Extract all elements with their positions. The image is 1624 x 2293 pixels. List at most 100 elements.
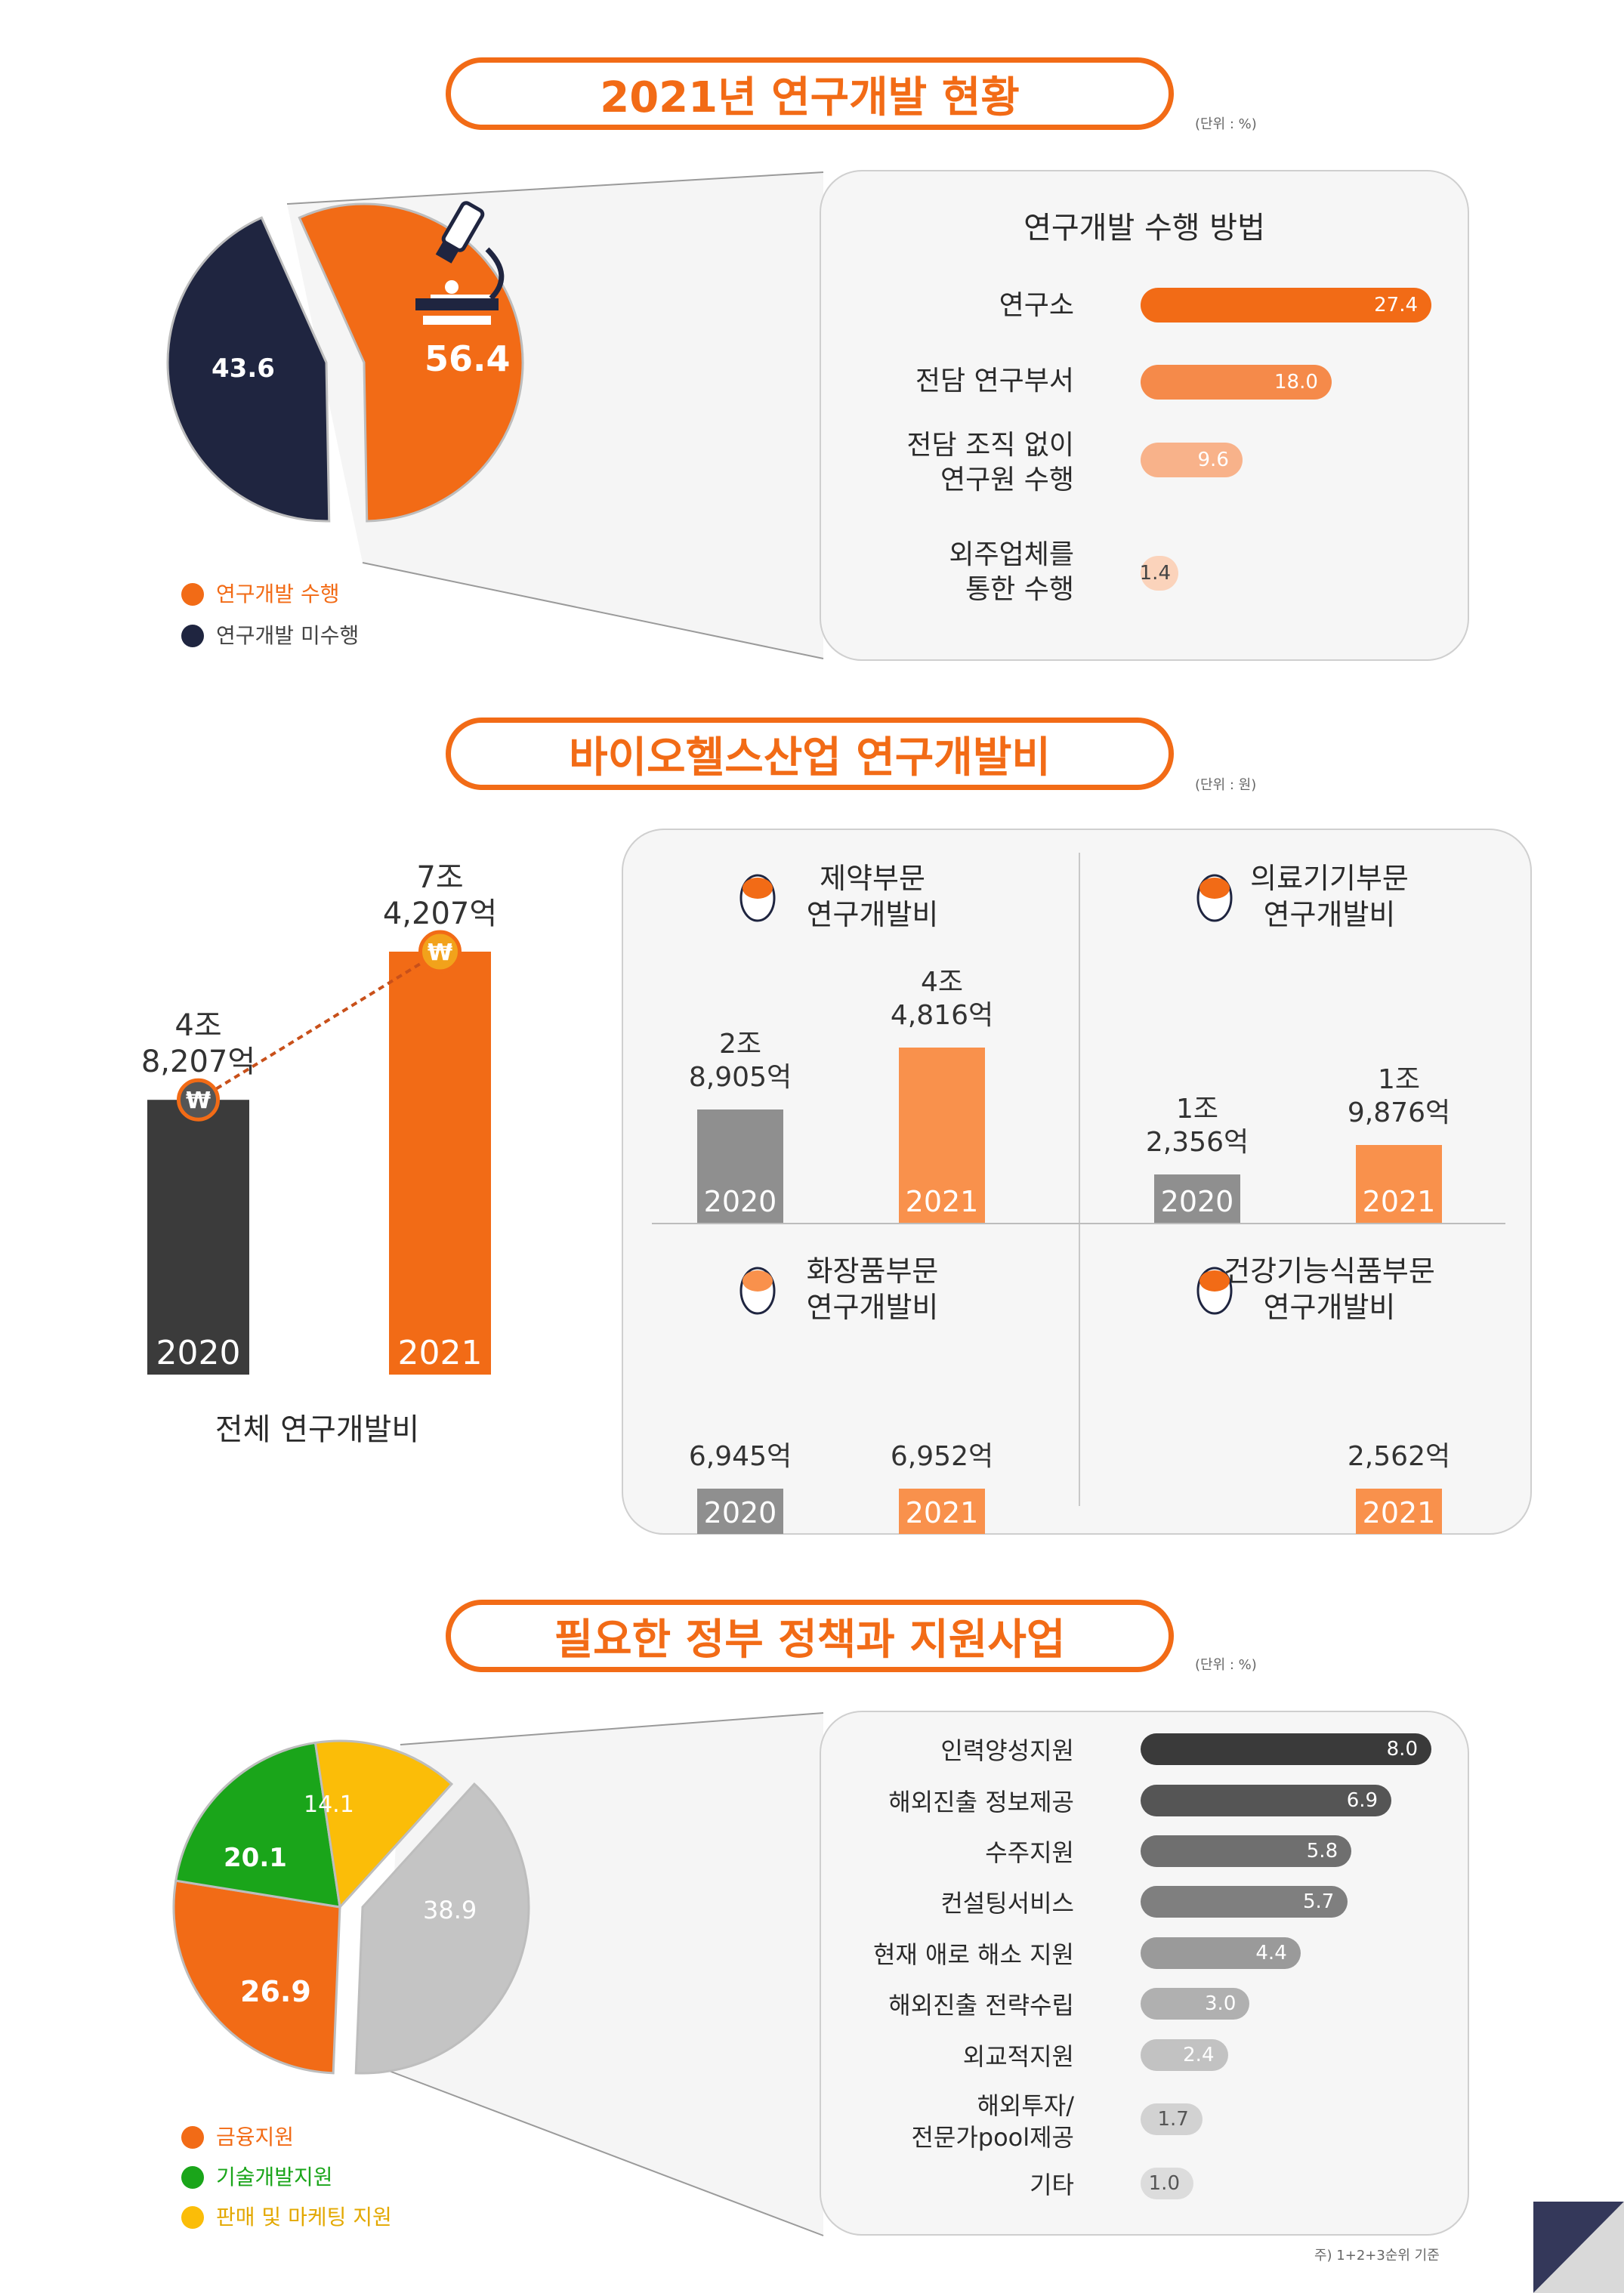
legend-not-performed: 연구개발 미수행 <box>216 623 360 648</box>
support-label-1: 해외진출 정보제공 <box>888 1788 1074 1816</box>
sector-bar-0-2020: 2020 <box>697 1109 783 1223</box>
sector-year-0-2021: 2021 <box>905 1185 979 1218</box>
section3-title: 필요한 정부 정책과 지원사업 <box>446 1600 1174 1672</box>
sector-divider-vertical <box>1079 853 1080 1506</box>
sector-bar-2-2021: 2021 <box>899 1489 985 1534</box>
pie1-slice-performed <box>298 202 524 523</box>
sector-year-2-2020: 2020 <box>703 1496 777 1529</box>
method-label-1: 전담 연구부서 <box>915 366 1074 397</box>
sector-bar-1-2021: 2021 <box>1356 1145 1442 1223</box>
support-bar-2: 5.8 <box>1141 1835 1352 1867</box>
total-rnd-caption: 전체 연구개발비 <box>215 1412 420 1447</box>
method-bar-1: 18.0 <box>1141 365 1332 400</box>
legend-marketing: 판매 및 마케팅 지원 <box>216 2205 392 2230</box>
support-label-0: 인력양성지원 <box>940 1736 1074 1765</box>
sector-amount-0-2021: 4조 4,816억 <box>890 967 994 1031</box>
supplement-bottle-icon <box>1193 1257 1236 1315</box>
section1-title: 2021년 연구개발 현황 <box>446 57 1174 130</box>
section3-unit: (단위 : %) <box>1195 1657 1257 1673</box>
sector-bar-0-2021: 2021 <box>899 1048 985 1223</box>
pie2-slice-1 <box>174 1741 341 1909</box>
pie2-slice-0 <box>172 1879 341 2075</box>
support-value-5: 3.0 <box>1205 1992 1237 2015</box>
legend-finance: 금융지원 <box>216 2125 295 2149</box>
legend-dot-marketing <box>181 2206 204 2229</box>
legend-performed: 연구개발 수행 <box>216 582 340 606</box>
legend-dot-finance <box>181 2126 204 2149</box>
methods-card: 연구개발 수행 방법 연구소 27.4 전담 연구부서 18.0 전담 조직 없이 연구… <box>820 170 1469 661</box>
sector-amount-1-2021: 1조 9,876억 <box>1347 1064 1451 1129</box>
legend-dot-performed <box>181 583 204 606</box>
total-bar-2021 <box>389 952 491 1375</box>
trend-line <box>197 950 441 1101</box>
method-label-2: 전담 조직 없이 연구원 수행 <box>906 430 1074 495</box>
support-bar-4: 4.4 <box>1141 1937 1301 1969</box>
sector-amount-3-2021: 2,562억 <box>1347 1441 1451 1472</box>
support-value-7: 1.7 <box>1157 2108 1189 2131</box>
total-amount-2020-1: 8,207억 <box>141 1045 255 1079</box>
total-rnd-chart: 2020 4조8,207억 2021 7조4,207억 ₩ ₩ <box>141 860 497 1375</box>
sector-year-2-2021: 2021 <box>905 1496 979 1529</box>
sector-title-2: 화장품부문 연구개발비 <box>806 1255 939 1324</box>
pie2-label-other: 38.9 <box>423 1896 477 1924</box>
total-year-2021: 2021 <box>398 1334 483 1372</box>
support-label-4: 현재 애로 해소 지원 <box>872 1940 1074 1969</box>
method-value-1: 18.0 <box>1274 371 1318 393</box>
compact-icon <box>736 1257 779 1315</box>
method-value-0: 27.4 <box>1374 294 1418 316</box>
support-label-8: 기타 <box>1030 2171 1074 2199</box>
won-icon-1 <box>418 930 462 974</box>
sector-year-1-2020: 2020 <box>1160 1184 1234 1218</box>
sector-bar-3-2021: 2021 <box>1356 1489 1442 1534</box>
support-value-8: 1.0 <box>1148 2172 1180 2195</box>
won-icon-0 <box>177 1078 220 1122</box>
sector-bar-1-2020: 2020 <box>1154 1174 1240 1223</box>
support-value-3: 5.7 <box>1302 1890 1335 1913</box>
methods-card-title: 연구개발 수행 방법 <box>1023 211 1265 245</box>
method-value-3: 1.4 <box>1139 562 1171 585</box>
pill-icon <box>736 864 779 922</box>
section2-title: 바이오헬스산업 연구개발비 <box>446 718 1174 790</box>
sector-amount-0-2020: 2조 8,905억 <box>688 1029 792 1094</box>
pie2-slice-2 <box>313 1739 454 1910</box>
total-amount-2021-0: 7조 <box>416 860 463 895</box>
support-bar-8: 1.0 <box>1141 2168 1193 2199</box>
support-value-1: 6.9 <box>1346 1789 1379 1812</box>
sector-bar-2-2020: 2020 <box>697 1489 783 1534</box>
sector-title-3: 건강기능식품부문 연구개발비 <box>1224 1255 1435 1324</box>
support-label-5: 해외진출 전략수립 <box>888 1991 1074 2020</box>
support-bar-0: 8.0 <box>1141 1733 1431 1765</box>
method-bar-0: 27.4 <box>1141 288 1431 323</box>
section3-pie-svg <box>172 1712 824 2236</box>
support-bar-3: 5.7 <box>1141 1886 1348 1918</box>
pie2-label-finance: 26.9 <box>240 1975 311 2008</box>
legend-dot-not-performed <box>181 625 204 647</box>
total-amount-2020-0: 4조 <box>174 1008 221 1043</box>
support-bar-7: 1.7 <box>1141 2103 1203 2135</box>
sector-divider-horizontal <box>652 1223 1505 1224</box>
pie1-label-performed: 56.4 <box>425 338 511 379</box>
sector-title-1: 의료기기부문 연구개발비 <box>1250 862 1409 931</box>
pie1-slice-not-performed <box>166 216 331 523</box>
support-value-2: 5.8 <box>1306 1840 1338 1862</box>
sector-amount-2-2021: 6,952억 <box>890 1441 994 1472</box>
won-symbol-0: ₩ <box>186 1088 211 1114</box>
page-curl-icon <box>1533 2202 1624 2293</box>
sector-year-0-2020: 2020 <box>703 1184 777 1218</box>
method-bar-2: 9.6 <box>1141 443 1243 477</box>
legend-tech: 기술개발지원 <box>216 2165 333 2190</box>
section1-unit: (단위 : %) <box>1195 116 1257 132</box>
sector-year-1-2021: 2021 <box>1362 1184 1436 1218</box>
sector-year-3-2021: 2021 <box>1362 1496 1436 1529</box>
method-label-0: 연구소 <box>999 290 1074 321</box>
support-label-6: 외교적지원 <box>962 2042 1074 2071</box>
support-bar-6: 2.4 <box>1141 2039 1228 2071</box>
pie1-label-not-performed: 43.6 <box>211 353 275 384</box>
won-symbol-1: ₩ <box>428 940 452 966</box>
support-label-3: 컨설팅서비스 <box>940 1889 1074 1918</box>
section1-pie-svg <box>166 171 824 659</box>
syringe-icon <box>1193 864 1236 922</box>
total-bar-2020 <box>147 1100 249 1375</box>
support-value-0: 8.0 <box>1386 1738 1418 1761</box>
microscope-icon <box>415 201 505 325</box>
